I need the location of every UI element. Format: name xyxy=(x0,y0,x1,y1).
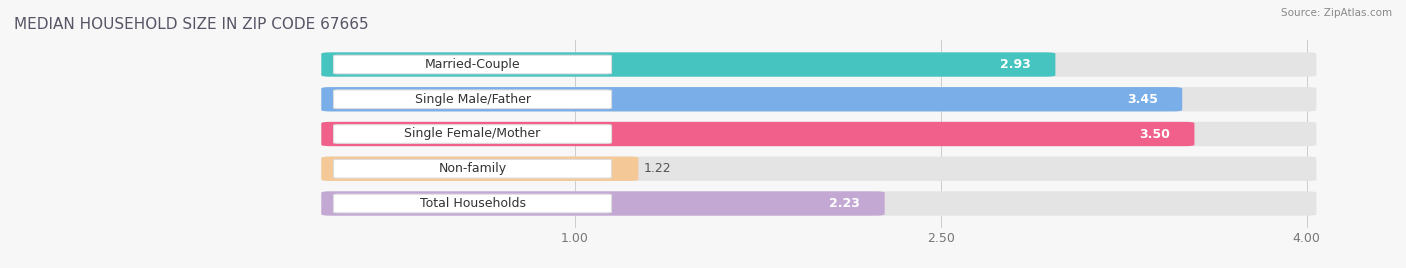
Text: MEDIAN HOUSEHOLD SIZE IN ZIP CODE 67665: MEDIAN HOUSEHOLD SIZE IN ZIP CODE 67665 xyxy=(14,17,368,32)
Text: 2.23: 2.23 xyxy=(830,197,860,210)
FancyBboxPatch shape xyxy=(322,52,1316,77)
FancyBboxPatch shape xyxy=(322,87,1182,111)
Text: 3.45: 3.45 xyxy=(1128,93,1157,106)
FancyBboxPatch shape xyxy=(333,159,612,178)
FancyBboxPatch shape xyxy=(333,194,612,213)
Text: Non-family: Non-family xyxy=(439,162,506,175)
Text: 2.93: 2.93 xyxy=(1000,58,1031,71)
FancyBboxPatch shape xyxy=(322,122,1316,146)
Text: Married-Couple: Married-Couple xyxy=(425,58,520,71)
FancyBboxPatch shape xyxy=(333,125,612,143)
FancyBboxPatch shape xyxy=(322,191,1316,216)
FancyBboxPatch shape xyxy=(333,55,612,74)
FancyBboxPatch shape xyxy=(322,52,1056,77)
FancyBboxPatch shape xyxy=(322,87,1316,111)
FancyBboxPatch shape xyxy=(322,157,638,181)
Text: Single Male/Father: Single Male/Father xyxy=(415,93,530,106)
Text: Total Households: Total Households xyxy=(419,197,526,210)
FancyBboxPatch shape xyxy=(322,157,1316,181)
Text: 3.50: 3.50 xyxy=(1139,128,1170,140)
FancyBboxPatch shape xyxy=(322,191,884,216)
FancyBboxPatch shape xyxy=(333,90,612,109)
Text: 1.22: 1.22 xyxy=(644,162,671,175)
Text: Source: ZipAtlas.com: Source: ZipAtlas.com xyxy=(1281,8,1392,18)
Text: Single Female/Mother: Single Female/Mother xyxy=(405,128,541,140)
FancyBboxPatch shape xyxy=(322,122,1195,146)
